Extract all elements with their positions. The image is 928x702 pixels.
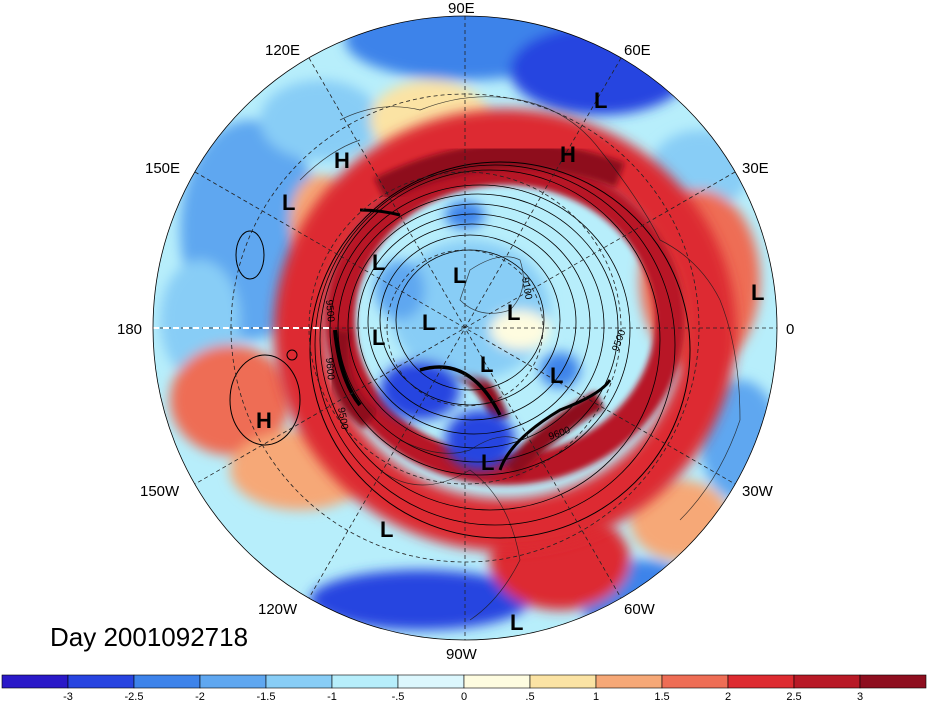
colorbar-tick-label: 0 bbox=[461, 691, 467, 702]
lon-label-120e: 120E bbox=[265, 42, 300, 59]
pressure-center: L bbox=[372, 325, 385, 350]
colorbar-tick-label: 1.5 bbox=[654, 691, 669, 702]
colorbar-swatch bbox=[397, 674, 465, 689]
colorbar-tick-label: -2.5 bbox=[125, 691, 144, 702]
colorbar-swatch bbox=[331, 674, 399, 689]
pressure-center: L bbox=[510, 610, 523, 635]
pressure-center: L bbox=[594, 88, 607, 113]
colorbar-swatch bbox=[529, 674, 597, 689]
lon-label-150w: 150W bbox=[140, 483, 180, 500]
coastlines bbox=[299, 96, 741, 621]
height-contours bbox=[229, 161, 691, 539]
pressure-center: H bbox=[334, 148, 350, 173]
lon-label-180: 180 bbox=[117, 321, 142, 338]
pressure-center: L bbox=[481, 450, 494, 475]
colorbar-swatch bbox=[265, 674, 333, 689]
colorbar-swatch bbox=[661, 674, 729, 689]
pressure-center: L bbox=[422, 310, 435, 335]
pressure-center: L bbox=[751, 280, 764, 305]
lon-label-30w: 30W bbox=[742, 483, 774, 500]
contour-label: 9500 bbox=[335, 407, 350, 431]
colorbar-swatch bbox=[727, 674, 795, 689]
pressure-center: H bbox=[256, 408, 272, 433]
colorbar-swatch bbox=[133, 674, 201, 689]
contour-label: 9600 bbox=[323, 357, 336, 381]
graticule bbox=[153, 16, 777, 640]
pressure-center: H bbox=[560, 142, 576, 167]
lon-label-120w: 120W bbox=[258, 601, 298, 618]
lon-label-60w: 60W bbox=[624, 601, 656, 618]
colorbar-swatch bbox=[595, 674, 663, 689]
pressure-center: L bbox=[453, 263, 466, 288]
pressure-center: L bbox=[507, 300, 520, 325]
lon-label-150e: 150E bbox=[145, 160, 180, 177]
lon-label-90w: 90W bbox=[446, 646, 478, 663]
pressure-center: L bbox=[550, 363, 563, 388]
lon-label-0: 0 bbox=[786, 321, 794, 338]
colorbar-swatch bbox=[67, 674, 135, 689]
colorbar-tick-label: -3 bbox=[63, 691, 73, 702]
lon-label-30e: 30E bbox=[742, 160, 769, 177]
colorbar: -3 -2.5 -2 -1.5 -1 -.5 0 .5 1 1.5 2 2.5 3 bbox=[1, 674, 927, 702]
colorbar-tick-label: -2 bbox=[195, 691, 205, 702]
anomaly-field bbox=[153, 16, 777, 640]
colorbar-tick-label: 1 bbox=[593, 691, 599, 702]
pressure-center: L bbox=[282, 190, 295, 215]
contour-label: 9100 bbox=[519, 277, 534, 301]
colorbar-swatch bbox=[199, 674, 267, 689]
colorbar-tick-label: -.5 bbox=[392, 691, 405, 702]
colorbar-tick-label: -1 bbox=[327, 691, 337, 702]
pressure-center: L bbox=[480, 352, 493, 377]
colorbar-swatch bbox=[793, 674, 861, 689]
pressure-center: L bbox=[380, 517, 393, 542]
lon-label-90e: 90E bbox=[448, 0, 475, 17]
lon-label-60e: 60E bbox=[624, 42, 651, 59]
map-boundary bbox=[152, 15, 778, 641]
pressure-center: L bbox=[372, 250, 385, 275]
colorbar-tick-label: .5 bbox=[525, 691, 534, 702]
colorbar-tick-label: 2 bbox=[725, 691, 731, 702]
colorbar-swatch bbox=[1, 674, 69, 689]
colorbar-tick-label: -1.5 bbox=[257, 691, 276, 702]
colorbar-swatch bbox=[859, 674, 927, 689]
colorbar-swatch bbox=[463, 674, 531, 689]
colorbar-tick-label: 3 bbox=[857, 691, 863, 702]
day-label: Day 2001092718 bbox=[50, 622, 248, 652]
contour-label: 9500 bbox=[323, 299, 336, 323]
colorbar-tick-label: 2.5 bbox=[786, 691, 801, 702]
